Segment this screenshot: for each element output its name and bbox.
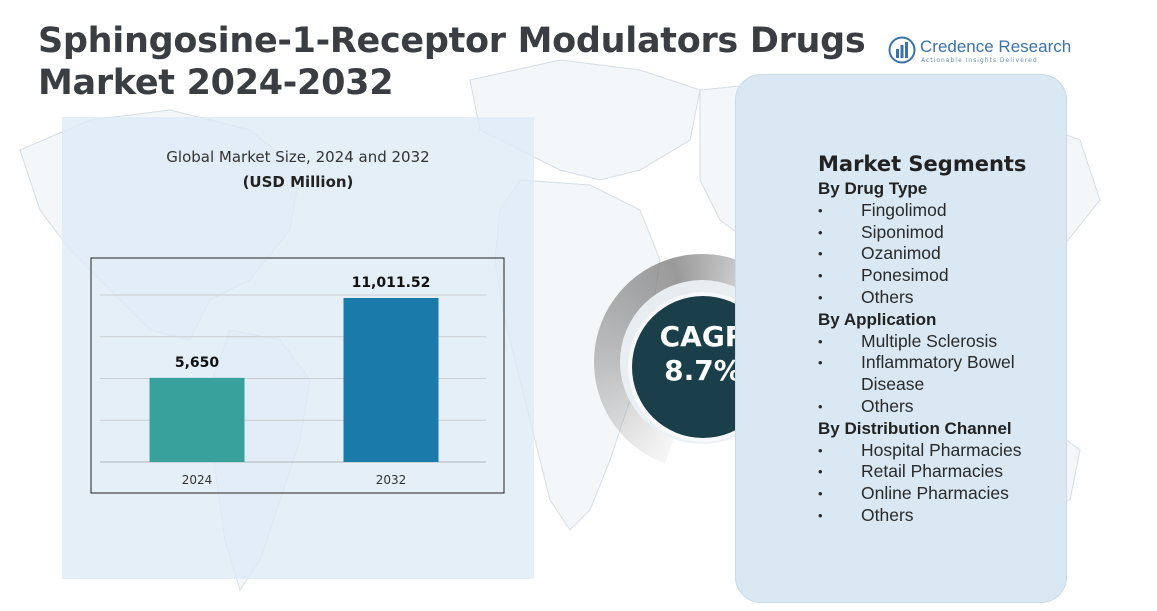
segment-item: • Others [818, 505, 1050, 527]
segments-card [735, 74, 1067, 603]
chart-title: Global Market Size, 2024 and 2032 [166, 148, 430, 166]
segment-item: • Inflammatory Bowel Disease [818, 352, 1050, 396]
bullet-icon: • [818, 507, 823, 523]
segment-item-label: Others [861, 504, 914, 525]
bar-2032 [343, 298, 439, 462]
segment-group-title: By Application [818, 309, 937, 329]
data-label-2024: 5,650 [175, 355, 220, 371]
x-tick-2032: 2032 [376, 473, 407, 487]
bullet-icon: • [818, 246, 823, 262]
segment-item-label: Siponimod [861, 221, 944, 242]
logo-tagline: Actionable Insights Delivered [921, 57, 1038, 64]
segment-item: • Others [818, 287, 1050, 309]
bullet-icon: • [818, 464, 823, 480]
logo-bars-icon [888, 36, 916, 64]
segment-item: • Ponesimod [818, 265, 1050, 287]
bullet-icon: • [818, 442, 823, 458]
segment-group-title: By Drug Type [818, 179, 928, 198]
segment-item: • Online Pharmacies [818, 483, 1050, 505]
segment-item: • Siponimod [818, 222, 1050, 244]
segment-item: • Others [818, 396, 1050, 418]
cagr-label: CAGR [659, 320, 747, 353]
bullet-icon: • [818, 202, 823, 218]
title-line-2: Market 2024-2032 [38, 63, 394, 103]
chart-panel [62, 117, 534, 579]
segment-item: • Fingolimod [818, 200, 1050, 222]
bullet-icon: • [818, 289, 823, 305]
segment-item-label: Ozanimod [861, 243, 941, 264]
segment-item: • Multiple Sclerosis [818, 331, 1050, 353]
segment-item: • Retail Pharmacies [818, 461, 1050, 483]
bullet-icon: • [818, 224, 823, 240]
bullet-icon: • [818, 398, 823, 414]
chart-unit: (USD Million) [242, 173, 354, 191]
segment-item-label: Multiple Sclerosis [861, 330, 998, 351]
credence-research-logo: Credence Research Actionable Insights De… [888, 36, 1078, 68]
data-label-2032: 11,011.52 [352, 275, 431, 291]
segment-item-label: Ponesimod [861, 265, 949, 286]
bullet-icon: • [818, 268, 823, 284]
cagr-value: 8.7% [664, 354, 742, 387]
bar-2024 [149, 377, 245, 462]
bullet-icon: • [818, 486, 823, 502]
x-tick-2024: 2024 [182, 473, 213, 487]
segment-item: • Ozanimod [818, 243, 1050, 265]
segments-heading: Market Segments [818, 152, 1027, 176]
logo-name: Credence Research [920, 37, 1072, 56]
segment-item-label: Fingolimod [861, 199, 947, 220]
segment-item-label: Online Pharmacies [861, 483, 1009, 504]
segments-list: By Drug Type • Fingolimod • Siponimod • Ozanim… [818, 178, 1050, 527]
title-line-1: Sphingosine-1-Receptor Modulators Drugs [38, 21, 866, 61]
segment-item-label: Retail Pharmacies [861, 461, 1003, 482]
chart-frame [90, 257, 505, 494]
segment-item-label: Hospital Pharmacies [861, 439, 1022, 460]
page-title: Sphingosine-1-Receptor Modulators Drugs … [38, 20, 866, 104]
segment-item-label: Others [861, 395, 914, 416]
bullet-icon: • [818, 355, 823, 371]
segment-group-title: By Distribution Channel [818, 418, 1012, 438]
segment-item-label: Others [861, 286, 914, 307]
bullet-icon: • [818, 333, 823, 349]
segment-item-label: Inflammatory Bowel Disease [861, 352, 1015, 395]
segment-item: • Hospital Pharmacies [818, 440, 1050, 462]
